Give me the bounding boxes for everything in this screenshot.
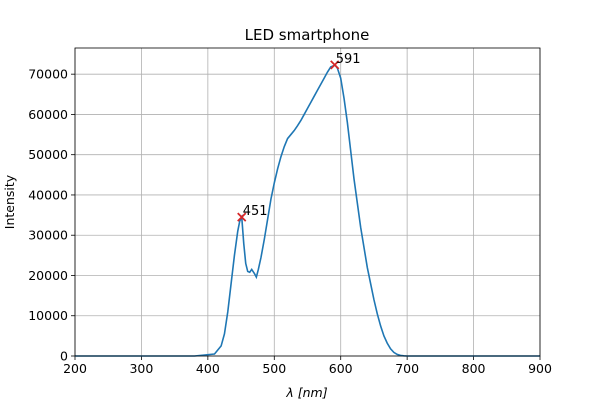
chart-title: LED smartphone [245,26,370,44]
y-tick-label: 0 [60,349,68,364]
axis-ticks: 200 300 400 500 600 700 800 900 0 10000 20000 30000… [28,67,552,376]
y-tick-label: 60000 [28,107,68,122]
x-tick-label: 500 [262,361,286,376]
series-line [75,63,540,357]
y-tick-label: 20000 [28,268,68,283]
x-tick-label: 900 [528,361,552,376]
x-tick-label: 300 [129,361,153,376]
y-tick-label: 40000 [28,187,68,202]
y-tick-label: 10000 [28,308,68,323]
annotations: 451 591 [237,52,361,222]
peak-label: 451 [243,204,268,219]
plot-frame [74,47,541,357]
x-axis-label: λ [nm] [285,385,327,400]
y-tick-label: 50000 [28,147,68,162]
y-tick-label: 70000 [28,67,68,82]
y-axis-label: Intensity [2,174,17,229]
x-tick-label: 400 [196,361,220,376]
peak-marker [237,212,247,222]
peak-label: 591 [336,52,361,67]
y-tick-label: 30000 [28,228,68,243]
grid [74,48,541,357]
x-tick-label: 800 [462,361,486,376]
x-tick-label: 600 [329,361,353,376]
x-tick-label: 200 [63,361,87,376]
peak-marker [330,60,340,70]
x-tick-label: 700 [395,361,419,376]
